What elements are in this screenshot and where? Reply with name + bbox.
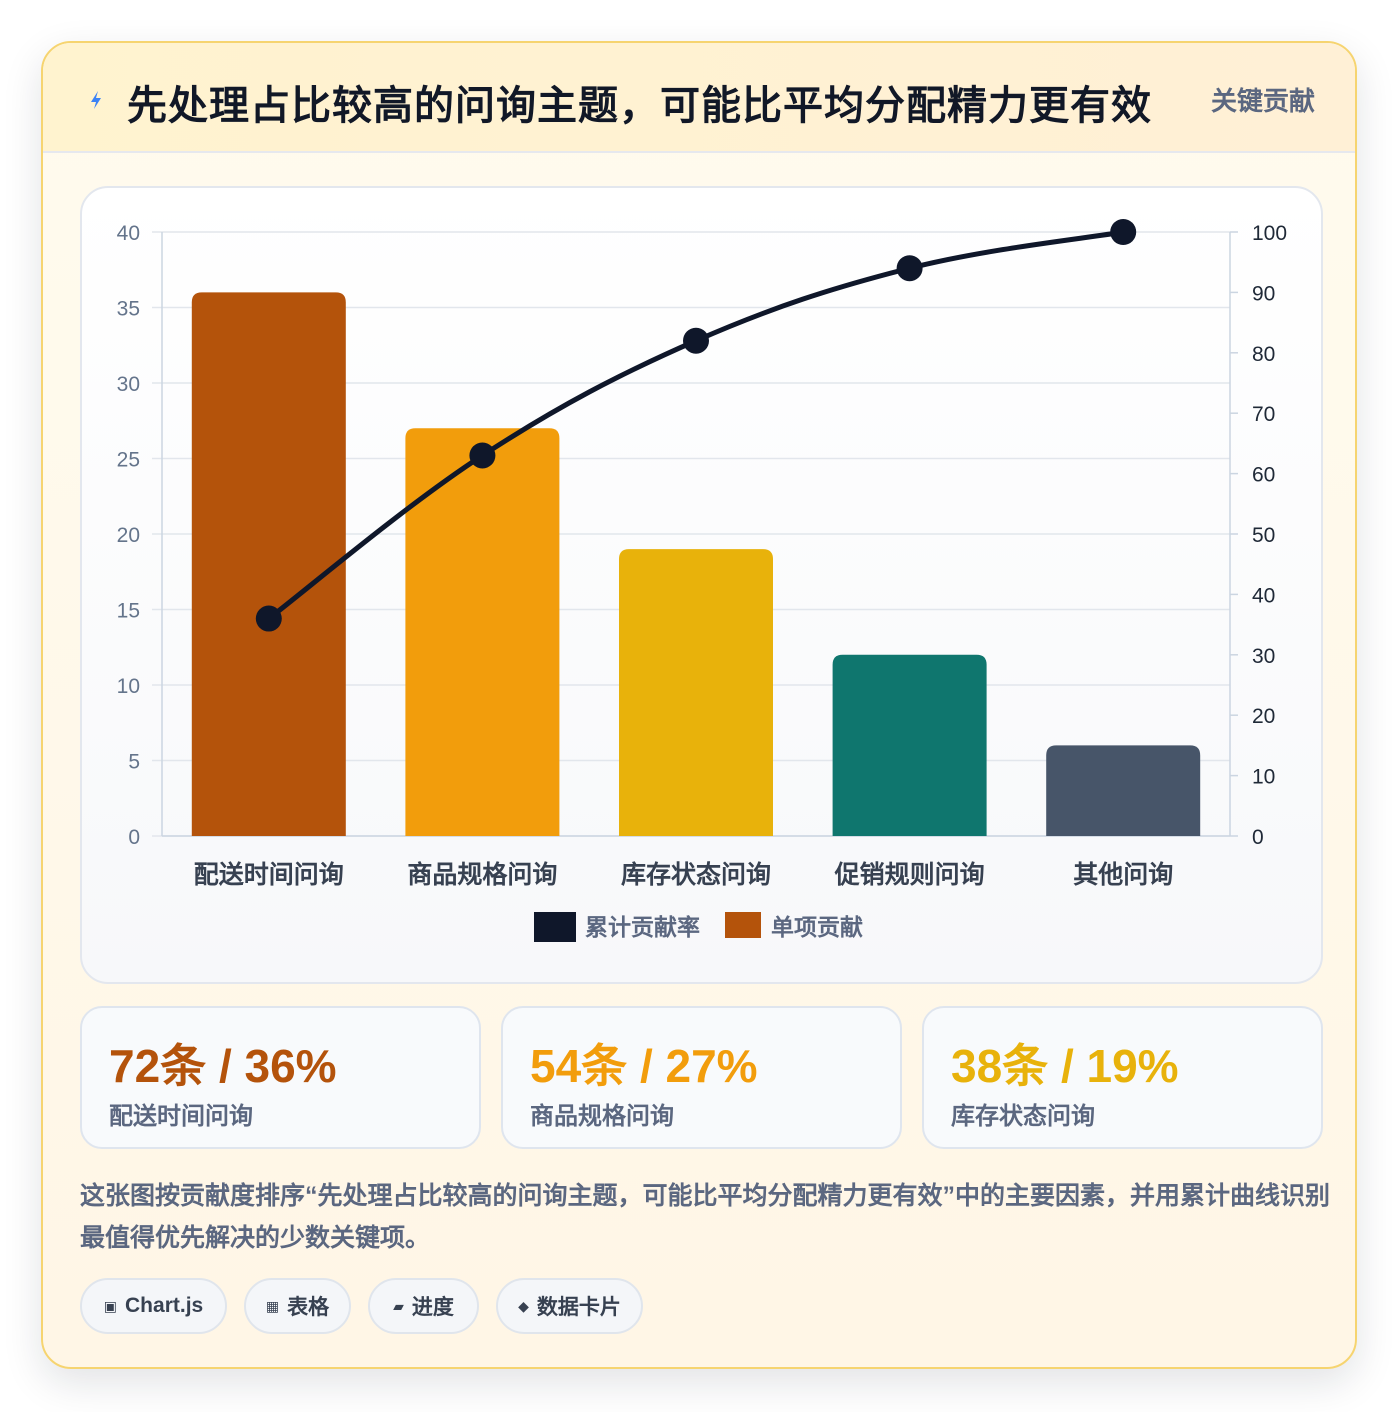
x-tick-label: 其他问询 [1073, 860, 1173, 889]
tag-progress[interactable]: ▰ 进度 [368, 1278, 479, 1334]
y-right-tick-label: 90 [1252, 282, 1275, 305]
bar-5 [1046, 745, 1201, 836]
lightning-icon [91, 91, 101, 109]
y-right-tick-label: 0 [1252, 826, 1264, 849]
tag-data-card[interactable]: ◆ 数据卡片 [496, 1278, 643, 1334]
x-tick-label: 库存状态问询 [621, 860, 771, 889]
chart-card: 先处理占比较高的问询主题，可能比平均分配精力更有效 关键贡献 0 5 10 15 20 2… [41, 41, 1357, 1369]
kpi-card-delivery: 72条 / 36% 配送时间问询 [80, 1006, 481, 1149]
progress-icon: ▰ [393, 1297, 404, 1314]
kpi-card-spec: 54条 / 27% 商品规格问询 [501, 1006, 902, 1149]
legend-label-single: 单项贡献 [771, 914, 863, 940]
tag-label: 进度 [411, 1296, 454, 1319]
y-right-tick-label: 50 [1252, 524, 1275, 547]
y-left-tick-label: 10 [117, 675, 140, 698]
y-left-tick-label: 30 [117, 373, 140, 396]
y-left-tick-label: 5 [128, 751, 140, 774]
legend-label-cumulative: 累计贡献率 [585, 914, 700, 940]
tag-label: Chart.js [125, 1294, 204, 1317]
y-right-tick-label: 10 [1252, 766, 1275, 789]
kpi-label: 配送时间问询 [109, 1103, 253, 1130]
bar-1 [191, 292, 346, 836]
bar-4 [832, 654, 987, 836]
y-left-tick-label: 0 [128, 826, 140, 849]
legend-swatch-cumulative [534, 912, 576, 942]
bar-3 [619, 549, 773, 836]
cumulative-point-3 [683, 327, 709, 354]
key-contribution-badge: 关键贡献 [1210, 86, 1315, 116]
cumulative-point-2 [469, 442, 496, 469]
y-right-tick-label: 30 [1252, 645, 1275, 668]
y-right-tick-label: 100 [1252, 222, 1287, 245]
tag-table[interactable]: ▦ 表格 [244, 1278, 351, 1334]
y-left-tick-label: 25 [117, 449, 140, 472]
tag-label: 表格 [287, 1296, 330, 1319]
kpi-value: 54条 / 27% [530, 1040, 758, 1092]
y-right-tick-label: 40 [1252, 584, 1275, 607]
square-icon: ▣ [103, 1297, 118, 1314]
kpi-card-stock: 38条 / 19% 库存状态问询 [922, 1006, 1323, 1149]
tag-chartjs[interactable]: ▣ Chart.js [80, 1278, 227, 1334]
cumulative-point-5 [1110, 219, 1137, 245]
kpi-value: 38条 / 19% [951, 1040, 1179, 1092]
grid-icon: ▦ [265, 1297, 280, 1314]
chart-description: 这张图按贡献度排序“先处理占比较高的问询主题，可能比平均分配精力更有效”中的主要… [80, 1182, 1331, 1252]
bar-2 [405, 428, 560, 836]
y-right-tick-label: 20 [1252, 705, 1275, 728]
y-left-tick-label: 40 [117, 222, 140, 245]
kpi-label: 商品规格问询 [530, 1103, 674, 1130]
pareto-chart: 0 5 10 15 20 25 30 35 40 0 10 20 30 40 50 60 70 80 90 100 配送… [117, 219, 1287, 942]
card-header: 先处理占比较高的问询主题，可能比平均分配精力更有效 关键贡献 [43, 43, 1355, 153]
legend-swatch-single [725, 912, 761, 938]
cumulative-point-4 [896, 255, 923, 282]
x-tick-label: 配送时间问询 [194, 860, 344, 889]
x-tick-label: 商品规格问询 [407, 860, 557, 889]
y-right-tick-label: 70 [1252, 403, 1275, 426]
y-left-tick-label: 15 [117, 600, 140, 623]
tag-label: 数据卡片 [536, 1296, 621, 1319]
pareto-chart-panel: 0 5 10 15 20 25 30 35 40 0 10 20 30 40 50 60 70 80 90 100 配送… [80, 186, 1323, 984]
diamond-icon: ◆ [518, 1297, 529, 1314]
y-right-tick-label: 80 [1252, 343, 1275, 366]
kpi-label: 库存状态问询 [951, 1103, 1095, 1130]
x-tick-label: 促销规则问询 [834, 860, 985, 889]
kpi-value: 72条 / 36% [109, 1040, 337, 1092]
page-title: 先处理占比较高的问询主题，可能比平均分配精力更有效 [127, 84, 1152, 128]
y-right-tick-label: 60 [1252, 464, 1275, 487]
y-left-tick-label: 35 [117, 298, 140, 321]
cumulative-point-1 [255, 605, 282, 632]
y-left-tick-label: 20 [117, 524, 140, 547]
